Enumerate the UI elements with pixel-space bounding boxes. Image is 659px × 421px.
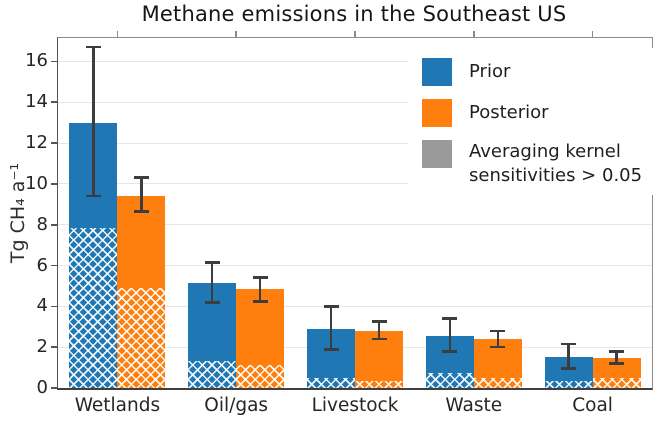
y-tick-mark (51, 101, 57, 104)
legend-hatch-label: Averaging kernel sensitivities > 0.05 (469, 140, 642, 189)
hatched-region (355, 380, 403, 388)
y-tick-mark (51, 223, 57, 226)
legend: Prior Posterior Averaging kernel sensiti… (408, 48, 659, 195)
x-tick-mark (354, 31, 356, 37)
y-tick-label: 0 (36, 377, 48, 398)
y-tick-mark (51, 387, 57, 389)
x-tick-mark (473, 31, 475, 37)
hatched-region (117, 288, 166, 388)
hatched-region (188, 361, 237, 388)
legend-item-hatch: Averaging kernel sensitivities > 0.05 (422, 140, 659, 189)
error-bar-cap-top (252, 276, 268, 280)
chart-title: Methane emissions in the Southeast US (141, 2, 567, 26)
error-bar-cap-bottom (609, 362, 625, 365)
gridline (58, 265, 652, 267)
y-tick-mark (51, 60, 57, 63)
error-bar-cap-top (133, 176, 149, 180)
posterior-swatch-icon (422, 99, 452, 127)
y-tick-label: 12 (25, 132, 48, 154)
error-bar-cap-bottom (204, 300, 220, 304)
bar-posterior-oilgas (236, 289, 285, 388)
hatch-swatch-icon (422, 140, 452, 168)
bar-prior-waste (425, 335, 474, 388)
error-bar-cap-top (609, 349, 625, 353)
y-tick-mark (51, 264, 57, 267)
error-bar-cap-top (204, 261, 220, 264)
prior-swatch-icon (422, 58, 452, 86)
error-bar-line (567, 344, 570, 369)
error-bar-cap-bottom (252, 299, 268, 303)
gridline (58, 224, 652, 226)
x-tick-mark (235, 31, 237, 37)
error-bar-line (140, 177, 143, 212)
x-tick-label: Wetlands (74, 395, 161, 416)
hatched-region (236, 364, 285, 388)
legend-posterior-label: Posterior (469, 101, 549, 123)
y-tick-label: 2 (36, 336, 48, 358)
error-bar-cap-bottom (490, 345, 506, 349)
x-tick-mark (116, 31, 119, 37)
x-tick-label: Livestock (311, 395, 399, 416)
bar-posterior-wetlands (117, 196, 166, 388)
error-bar-cap-top (323, 305, 339, 308)
error-bar-cap-top (442, 317, 458, 320)
y-tick-label: 16 (25, 50, 48, 72)
hatched-region (592, 377, 641, 388)
gridline (58, 60, 652, 62)
error-bar-line (615, 351, 618, 364)
y-tick-mark (51, 346, 57, 348)
gridline (58, 101, 652, 103)
error-bar-cap-bottom (442, 349, 458, 353)
hatched-region (544, 381, 593, 388)
error-bar-line (329, 306, 333, 350)
error-bar-cap-bottom (323, 347, 339, 351)
bar-posterior-livestock (355, 330, 403, 388)
legend-hatch-line2: sensitivities > 0.05 (469, 165, 643, 187)
error-bar-cap-bottom (133, 210, 149, 213)
legend-item-prior: Prior (422, 58, 659, 86)
hatched-region (425, 372, 474, 388)
y-tick-mark (51, 305, 57, 308)
y-tick-mark (51, 183, 57, 185)
x-tick-label: Oil/gas (204, 395, 269, 416)
legend-hatch-line1: Averaging kernel (469, 141, 621, 162)
x-tick-label: Coal (572, 395, 613, 416)
error-bar-cap-bottom (85, 194, 101, 198)
hatched-region (69, 227, 118, 388)
x-tick-label: Waste (445, 395, 503, 416)
error-bar-cap-top (85, 45, 101, 49)
error-bar-line (92, 47, 95, 197)
x-tick-mark (591, 31, 594, 37)
error-bar-line (258, 277, 262, 302)
hatched-region (473, 377, 522, 388)
error-bar-cap-top (490, 329, 506, 333)
error-bar-line (377, 321, 381, 340)
error-bar-cap-top (561, 342, 577, 346)
hatched-region (307, 377, 355, 388)
y-tick-label: 4 (36, 295, 48, 317)
y-tick-label: 6 (36, 254, 48, 276)
gridline (58, 305, 652, 307)
error-bar-cap-bottom (561, 367, 577, 370)
y-tick-mark (51, 142, 57, 144)
gridline (58, 183, 652, 185)
error-bar-cap-top (371, 320, 387, 323)
error-bar-line (210, 262, 214, 303)
y-tick-label: 14 (25, 91, 48, 113)
y-tick-label: 8 (36, 213, 48, 235)
error-bar-line (448, 318, 452, 352)
error-bar-line (496, 330, 500, 348)
legend-item-posterior: Posterior (422, 99, 659, 127)
gridline (58, 142, 652, 144)
y-tick-label: 10 (25, 172, 48, 194)
error-bar-cap-bottom (371, 337, 387, 341)
legend-prior-label: Prior (469, 60, 511, 82)
